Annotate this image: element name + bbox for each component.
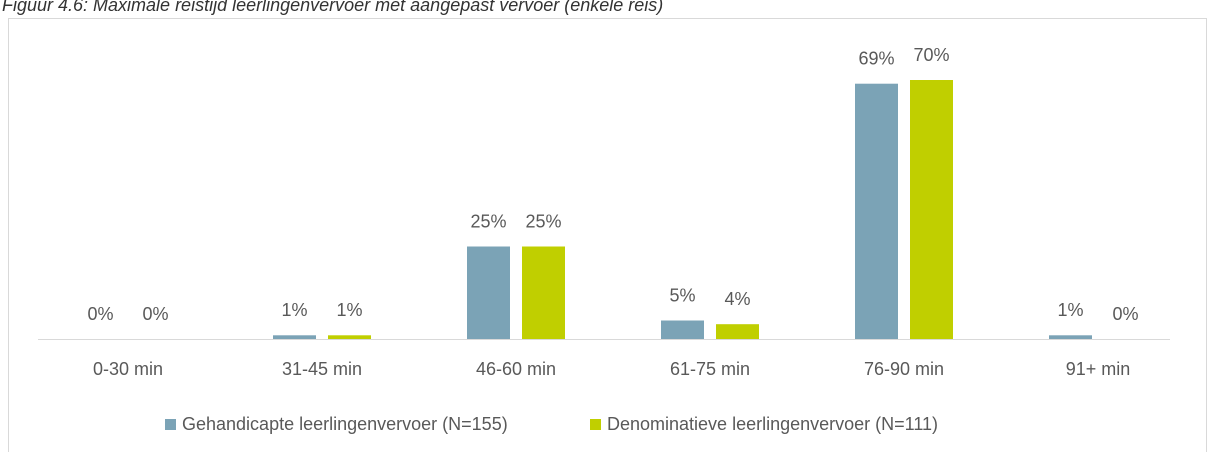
bar	[661, 320, 704, 339]
chart-title: Figuur 4.6: Maximale reistijd leerlingen…	[2, 0, 663, 15]
data-label: 1%	[1057, 300, 1083, 320]
chart-frame	[8, 18, 1207, 452]
bar	[467, 246, 510, 339]
data-label: 25%	[525, 211, 561, 231]
bar	[855, 83, 898, 339]
legend-label: Gehandicapte leerlingenvervoer (N=155)	[182, 414, 508, 434]
x-tick-label: 61-75 min	[670, 359, 750, 379]
data-label: 0%	[1112, 304, 1138, 324]
data-label: 25%	[470, 211, 506, 231]
bar	[522, 246, 565, 339]
bar	[273, 335, 316, 339]
legend-swatch	[165, 419, 176, 430]
bar	[328, 335, 371, 339]
bar	[910, 80, 953, 339]
data-label: 0%	[142, 304, 168, 324]
legend-label: Denominatieve leerlingenvervoer (N=111)	[607, 414, 938, 434]
bar	[1049, 335, 1092, 339]
x-tick-label: 91+ min	[1066, 359, 1131, 379]
data-label: 4%	[724, 289, 750, 309]
data-label: 69%	[858, 48, 894, 68]
data-label: 0%	[87, 304, 113, 324]
bar	[716, 324, 759, 339]
x-tick-label: 31-45 min	[282, 359, 362, 379]
data-label: 1%	[336, 300, 362, 320]
data-label: 70%	[913, 45, 949, 65]
x-tick-label: 46-60 min	[476, 359, 556, 379]
data-label: 1%	[281, 300, 307, 320]
x-tick-label: 76-90 min	[864, 359, 944, 379]
data-label: 5%	[669, 285, 695, 305]
x-tick-label: 0-30 min	[93, 359, 163, 379]
legend-swatch	[590, 419, 601, 430]
